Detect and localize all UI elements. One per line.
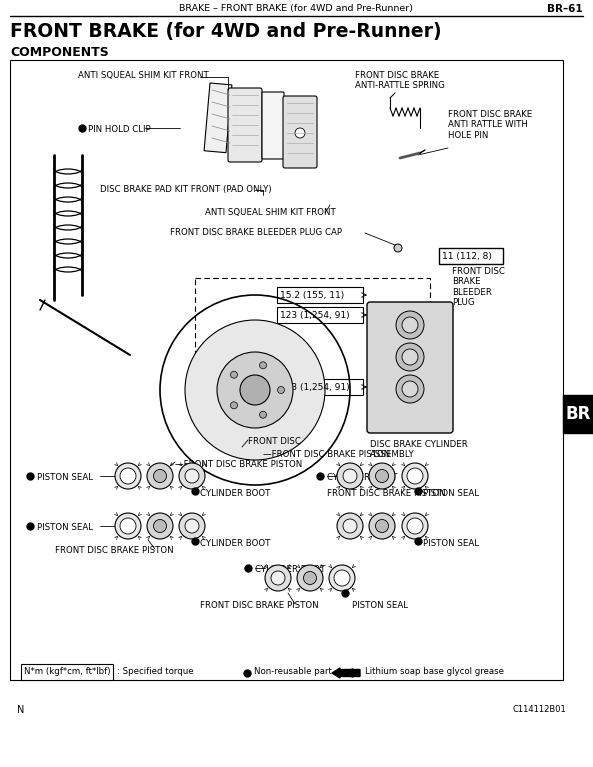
Bar bbox=[563, 395, 593, 433]
Circle shape bbox=[369, 513, 395, 539]
Bar bbox=[204, 83, 232, 153]
Circle shape bbox=[375, 469, 388, 482]
Circle shape bbox=[278, 387, 285, 393]
Text: N*m (kgf*cm, ft*lbf): N*m (kgf*cm, ft*lbf) bbox=[24, 667, 110, 676]
Circle shape bbox=[179, 513, 205, 539]
Text: 123 (1,254, 91): 123 (1,254, 91) bbox=[280, 383, 350, 392]
Text: CYLINDER BOOT: CYLINDER BOOT bbox=[200, 539, 270, 548]
Bar bbox=[10, 60, 563, 680]
Circle shape bbox=[402, 317, 418, 333]
Text: FRONT BRAKE (for 4WD and Pre-Runner): FRONT BRAKE (for 4WD and Pre-Runner) bbox=[10, 22, 442, 41]
Text: BR–61: BR–61 bbox=[547, 4, 583, 14]
Text: PIN HOLD CLIP: PIN HOLD CLIP bbox=[88, 125, 151, 134]
FancyBboxPatch shape bbox=[21, 664, 113, 680]
Circle shape bbox=[179, 463, 205, 489]
FancyBboxPatch shape bbox=[228, 88, 262, 162]
Circle shape bbox=[120, 518, 136, 534]
Circle shape bbox=[334, 570, 350, 586]
Text: PISTON SEAL: PISTON SEAL bbox=[423, 489, 479, 498]
Circle shape bbox=[185, 519, 199, 533]
Text: FRONT DISC BRAKE BLEEDER PLUG CAP: FRONT DISC BRAKE BLEEDER PLUG CAP bbox=[170, 228, 342, 237]
Circle shape bbox=[402, 513, 428, 539]
Text: C114112B01: C114112B01 bbox=[512, 705, 566, 714]
Text: FRONT DISC BRAKE PISTON: FRONT DISC BRAKE PISTON bbox=[327, 489, 445, 498]
FancyBboxPatch shape bbox=[277, 287, 363, 303]
Circle shape bbox=[260, 411, 266, 418]
Circle shape bbox=[240, 375, 270, 405]
Circle shape bbox=[407, 468, 423, 484]
Text: ANTI SQUEAL SHIM KIT FRONT: ANTI SQUEAL SHIM KIT FRONT bbox=[78, 71, 209, 80]
Text: ANTI SQUEAL SHIM KIT FRONT: ANTI SQUEAL SHIM KIT FRONT bbox=[205, 208, 336, 217]
FancyBboxPatch shape bbox=[367, 302, 453, 433]
Text: PISTON SEAL: PISTON SEAL bbox=[37, 523, 93, 532]
FancyBboxPatch shape bbox=[439, 248, 503, 264]
Circle shape bbox=[185, 320, 325, 460]
Text: Non-reusable part: Non-reusable part bbox=[254, 667, 332, 676]
Text: Lithium soap base glycol grease: Lithium soap base glycol grease bbox=[365, 667, 504, 676]
Text: FRONT DISC BRAKE
ANTI-RATTLE SPRING: FRONT DISC BRAKE ANTI-RATTLE SPRING bbox=[355, 71, 445, 91]
FancyArrow shape bbox=[332, 668, 360, 678]
Circle shape bbox=[147, 463, 173, 489]
Text: 15.2 (155, 11): 15.2 (155, 11) bbox=[280, 291, 345, 300]
Text: N: N bbox=[17, 705, 24, 715]
Text: 123 (1,254, 91): 123 (1,254, 91) bbox=[280, 311, 350, 320]
FancyBboxPatch shape bbox=[277, 379, 363, 395]
Circle shape bbox=[304, 571, 317, 584]
Text: : Specified torque: : Specified torque bbox=[117, 667, 194, 676]
Text: BR: BR bbox=[565, 405, 591, 423]
Circle shape bbox=[217, 352, 293, 428]
Circle shape bbox=[154, 519, 167, 532]
Circle shape bbox=[120, 468, 136, 484]
Circle shape bbox=[297, 565, 323, 591]
Circle shape bbox=[271, 571, 285, 585]
Circle shape bbox=[265, 565, 291, 591]
Circle shape bbox=[375, 519, 388, 532]
Text: 11 (112, 8): 11 (112, 8) bbox=[442, 252, 492, 261]
Circle shape bbox=[402, 349, 418, 365]
Circle shape bbox=[329, 565, 355, 591]
Text: —FRONT DISC BRAKE PISTON: —FRONT DISC BRAKE PISTON bbox=[263, 450, 390, 459]
Text: FRONT DISC BRAKE PISTON: FRONT DISC BRAKE PISTON bbox=[55, 546, 174, 555]
Text: FRONT DISC BRAKE PISTON: FRONT DISC BRAKE PISTON bbox=[200, 601, 318, 610]
Circle shape bbox=[231, 402, 237, 409]
Circle shape bbox=[154, 469, 167, 482]
Text: CYLINDER BOOT: CYLINDER BOOT bbox=[255, 565, 326, 574]
Circle shape bbox=[185, 469, 199, 483]
Text: COMPONENTS: COMPONENTS bbox=[10, 46, 109, 59]
Circle shape bbox=[115, 513, 141, 539]
Circle shape bbox=[337, 463, 363, 489]
Text: BRAKE – FRONT BRAKE (for 4WD and Pre-Runner): BRAKE – FRONT BRAKE (for 4WD and Pre-Run… bbox=[179, 4, 413, 13]
Text: CYLINDER BOOT: CYLINDER BOOT bbox=[327, 473, 397, 482]
Circle shape bbox=[231, 371, 237, 378]
Bar bbox=[195, 278, 430, 393]
Circle shape bbox=[396, 375, 424, 403]
Circle shape bbox=[295, 128, 305, 138]
Circle shape bbox=[394, 244, 402, 252]
Circle shape bbox=[343, 519, 357, 533]
Text: FRONT DISC: FRONT DISC bbox=[248, 437, 301, 446]
Text: DISC BRAKE CYLINDER
ASSEMBLY: DISC BRAKE CYLINDER ASSEMBLY bbox=[370, 440, 468, 459]
Circle shape bbox=[115, 463, 141, 489]
Circle shape bbox=[402, 381, 418, 397]
Text: FRONT DISC
BRAKE
BLEEDER
PLUG: FRONT DISC BRAKE BLEEDER PLUG bbox=[452, 267, 505, 308]
Circle shape bbox=[337, 513, 363, 539]
Text: DISC BRAKE PAD KIT FRONT (PAD ONLY): DISC BRAKE PAD KIT FRONT (PAD ONLY) bbox=[100, 185, 272, 194]
Circle shape bbox=[343, 469, 357, 483]
Text: —FRONT DISC BRAKE PISTON: —FRONT DISC BRAKE PISTON bbox=[175, 460, 302, 469]
Circle shape bbox=[369, 463, 395, 489]
FancyBboxPatch shape bbox=[283, 96, 317, 168]
FancyBboxPatch shape bbox=[262, 92, 284, 159]
Circle shape bbox=[402, 463, 428, 489]
Circle shape bbox=[260, 362, 266, 369]
Text: CYLINDER BOOT: CYLINDER BOOT bbox=[200, 489, 270, 498]
FancyBboxPatch shape bbox=[277, 307, 363, 323]
Text: PISTON SEAL: PISTON SEAL bbox=[423, 539, 479, 548]
Text: PISTON SEAL: PISTON SEAL bbox=[352, 601, 408, 610]
Circle shape bbox=[396, 343, 424, 371]
Circle shape bbox=[396, 311, 424, 339]
Circle shape bbox=[147, 513, 173, 539]
Circle shape bbox=[407, 518, 423, 534]
Text: PISTON SEAL: PISTON SEAL bbox=[37, 473, 93, 482]
Text: FRONT DISC BRAKE
ANTI RATTLE WITH
HOLE PIN: FRONT DISC BRAKE ANTI RATTLE WITH HOLE P… bbox=[448, 110, 533, 140]
